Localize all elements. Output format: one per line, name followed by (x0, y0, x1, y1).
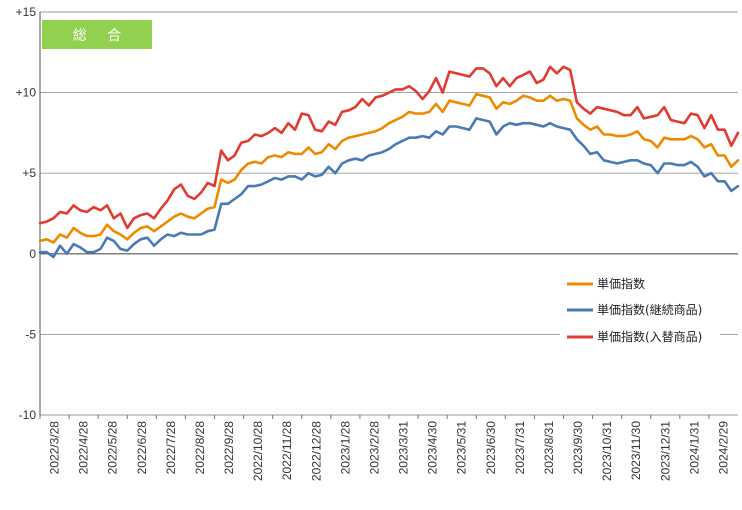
x-tick-label: 2022/9/28 (222, 421, 236, 475)
x-tick-label: 2023/12/31 (658, 421, 672, 481)
axes (39, 12, 710, 419)
x-tick-label: 2022/8/28 (193, 421, 207, 475)
x-tick-label: 2023/8/31 (542, 421, 556, 475)
series-line-3 (38, 65, 740, 230)
x-axis-tick-labels: 2022/3/28 2022/4/28 2022/5/28 2022/6/28 2022… (48, 421, 731, 481)
x-tick-label: 2022/3/28 (48, 421, 62, 475)
x-tick-label: 2023/9/30 (571, 421, 585, 475)
y-tick-label: +10 (16, 86, 37, 100)
series-line-2 (38, 117, 740, 259)
x-tick-label: 2022/12/28 (309, 421, 323, 481)
y-tick-label: +15 (16, 5, 37, 19)
x-tick-label: 2023/7/31 (513, 421, 527, 475)
x-tick-label: 2023/4/30 (426, 421, 440, 475)
legend-label: 単価指数(継続商品) (597, 302, 702, 317)
series-line-1 (38, 92, 740, 244)
x-tick-label: 2022/11/28 (280, 421, 294, 480)
chart-badge: 総 合 (42, 20, 152, 49)
x-tick-label: 2023/10/31 (600, 421, 614, 481)
y-axis-tick-labels: -10 -5 0 +5 +10 +15 (16, 5, 37, 422)
legend-label: 単価指数 (597, 276, 645, 291)
x-tick-label: 2022/5/28 (106, 421, 120, 475)
x-tick-label: 2022/10/28 (251, 421, 265, 481)
x-tick-label: 2022/6/28 (135, 421, 149, 475)
y-tick-label: +5 (22, 166, 36, 180)
x-tick-label: 2024/2/29 (716, 421, 730, 475)
y-tick-label: 0 (29, 247, 36, 261)
x-tick-label: 2023/6/30 (484, 421, 498, 475)
badge-label: 総 合 (73, 28, 129, 44)
x-tick-label: 2022/4/28 (77, 421, 91, 475)
x-tick-label: 2023/1/28 (338, 421, 352, 475)
series-lines (38, 65, 740, 259)
x-tick-label: 2022/7/28 (164, 421, 178, 475)
legend-label: 単価指数(入替商品) (597, 329, 702, 344)
x-tick-label: 2023/3/31 (397, 421, 411, 475)
y-tick-label: -5 (25, 327, 36, 341)
x-tick-label: 2023/2/28 (367, 421, 381, 475)
x-tick-label: 2023/11/30 (629, 421, 643, 480)
badge-background (42, 20, 152, 49)
y-tick-label: -10 (19, 408, 37, 422)
x-tick-label: 2024/1/31 (687, 421, 701, 475)
x-tick-label: 2023/5/31 (455, 421, 469, 475)
